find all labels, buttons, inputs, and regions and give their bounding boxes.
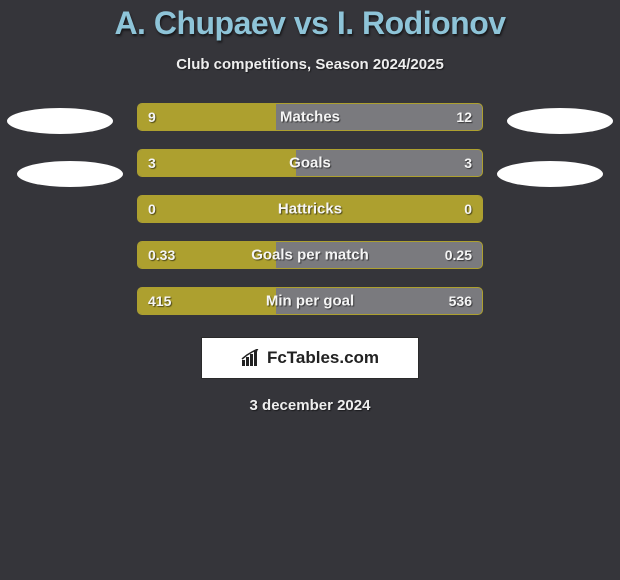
stat-value-right: 536 [449, 293, 472, 309]
stat-value-right: 12 [456, 109, 472, 125]
stat-row: 9 Matches 12 [137, 103, 483, 131]
stat-value-left: 9 [148, 109, 156, 125]
brand-watermark: FcTables.com [201, 337, 419, 379]
stat-value-right: 0 [464, 201, 472, 217]
stat-value-right: 0.25 [445, 247, 472, 263]
player-a-badge-bottom [17, 161, 123, 187]
stat-value-left: 415 [148, 293, 171, 309]
bar-chart-icon [241, 349, 261, 367]
stat-row: 0.33 Goals per match 0.25 [137, 241, 483, 269]
footer-date: 3 december 2024 [0, 397, 620, 414]
stat-row: 3 Goals 3 [137, 149, 483, 177]
brand-text: FcTables.com [267, 348, 379, 368]
stat-row: 0 Hattricks 0 [137, 195, 483, 223]
stat-value-left: 3 [148, 155, 156, 171]
player-a-badge-top [7, 108, 113, 134]
stat-value-left: 0.33 [148, 247, 175, 263]
stat-bar-left [138, 196, 482, 222]
stat-row: 415 Min per goal 536 [137, 287, 483, 315]
stat-bar-left [138, 104, 276, 130]
stats-section: 9 Matches 12 3 Goals 3 0 Hattricks 0 0.3… [0, 103, 620, 315]
subtitle: Club competitions, Season 2024/2025 [0, 56, 620, 73]
player-b-badge-top [507, 108, 613, 134]
stat-value-right: 3 [464, 155, 472, 171]
stat-value-left: 0 [148, 201, 156, 217]
page-title: A. Chupaev vs I. Rodionov [0, 5, 620, 42]
player-b-badge-bottom [497, 161, 603, 187]
stat-rows: 9 Matches 12 3 Goals 3 0 Hattricks 0 0.3… [137, 103, 483, 315]
infographic-container: A. Chupaev vs I. Rodionov Club competiti… [0, 0, 620, 414]
stat-bar-left [138, 150, 296, 176]
